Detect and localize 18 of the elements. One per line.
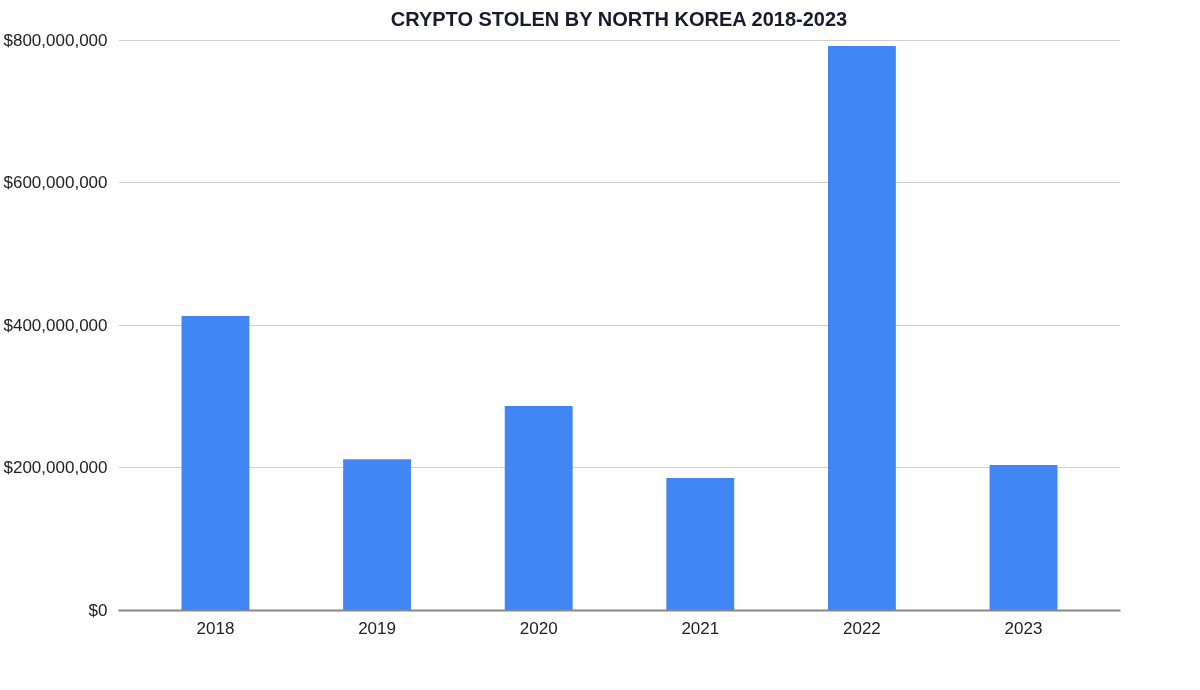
x-tick-label: 2019 [358, 618, 396, 638]
y-tick-label: $200,000,000 [3, 458, 108, 478]
x-tick-label: 2021 [681, 618, 720, 638]
y-tick-label: $800,000,000 [3, 30, 108, 50]
bar [343, 459, 412, 611]
x-tick-label: 2018 [196, 618, 235, 638]
chart-title: CRYPTO STOLEN BY NORTH KOREA 2018-2023 [390, 7, 848, 30]
x-tick-label: 2020 [519, 618, 558, 638]
bar [666, 477, 735, 611]
y-tick-label: $400,000,000 [3, 315, 108, 335]
y-tick-label: $0 [88, 601, 108, 620]
bar [504, 405, 573, 611]
x-tick-label: 2022 [843, 618, 881, 638]
x-tick-label: 2023 [1004, 618, 1043, 638]
bar [989, 465, 1058, 611]
bar [827, 45, 896, 611]
bar [181, 316, 250, 611]
y-tick-label: $600,000,000 [3, 173, 108, 193]
